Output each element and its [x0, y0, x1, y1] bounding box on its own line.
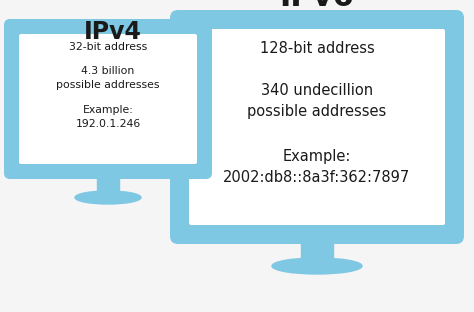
Bar	[97, 173, 119, 191]
Text: 4.3 billion
possible addresses: 4.3 billion possible addresses	[56, 66, 160, 90]
Text: 340 undecillion
possible addresses: 340 undecillion possible addresses	[247, 83, 387, 119]
Text: 32-bit address: 32-bit address	[69, 42, 147, 52]
Ellipse shape	[75, 191, 141, 204]
Text: IPv6: IPv6	[280, 0, 355, 12]
FancyBboxPatch shape	[4, 19, 212, 179]
Text: 128-bit address: 128-bit address	[260, 41, 374, 56]
Text: IPv4: IPv4	[84, 20, 142, 44]
Text: Example:
2002:db8::8a3f:362:7897: Example: 2002:db8::8a3f:362:7897	[223, 149, 410, 185]
FancyBboxPatch shape	[19, 34, 197, 164]
FancyBboxPatch shape	[189, 29, 445, 225]
Text: Example:
192.0.1.246: Example: 192.0.1.246	[75, 105, 141, 129]
Bar	[301, 236, 333, 258]
FancyBboxPatch shape	[170, 10, 464, 244]
Ellipse shape	[272, 258, 362, 274]
